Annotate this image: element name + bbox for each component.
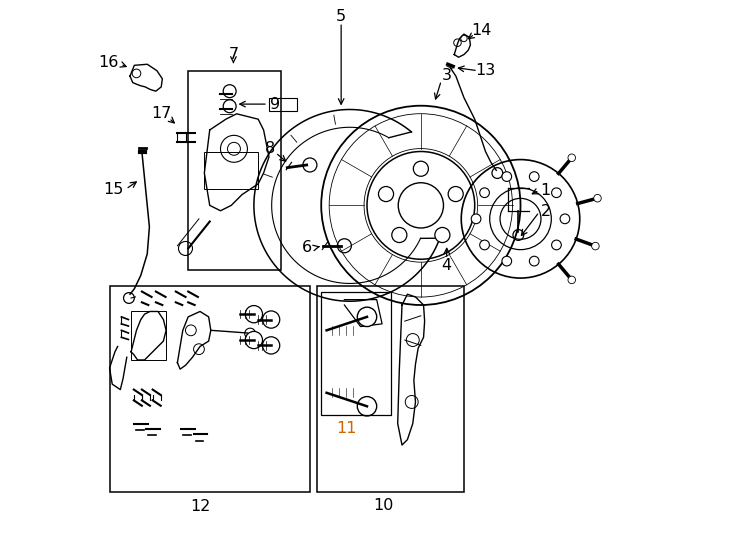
- Circle shape: [223, 100, 236, 113]
- Circle shape: [123, 293, 134, 303]
- Circle shape: [502, 172, 512, 181]
- Circle shape: [379, 186, 393, 201]
- Text: 7: 7: [228, 47, 239, 62]
- Text: 10: 10: [373, 498, 393, 514]
- Circle shape: [513, 230, 524, 240]
- Circle shape: [405, 395, 418, 408]
- Circle shape: [480, 240, 490, 250]
- Circle shape: [529, 256, 539, 266]
- Bar: [131, 312, 166, 360]
- Circle shape: [448, 186, 463, 201]
- Text: 17: 17: [151, 106, 172, 122]
- Circle shape: [132, 69, 141, 78]
- Circle shape: [592, 242, 599, 250]
- Circle shape: [357, 396, 377, 416]
- Bar: [109, 286, 310, 492]
- Circle shape: [480, 188, 490, 198]
- Circle shape: [263, 311, 280, 328]
- Circle shape: [263, 337, 280, 354]
- Bar: [188, 71, 281, 270]
- Circle shape: [492, 167, 503, 178]
- Text: 3: 3: [442, 68, 451, 83]
- Bar: [317, 286, 464, 492]
- Circle shape: [435, 227, 450, 242]
- Circle shape: [594, 194, 601, 202]
- Text: 2: 2: [541, 204, 551, 219]
- Text: 15: 15: [103, 181, 124, 197]
- Text: 5: 5: [336, 9, 346, 24]
- Circle shape: [471, 214, 481, 224]
- Bar: [204, 152, 258, 189]
- Circle shape: [552, 240, 562, 250]
- Text: 4: 4: [442, 258, 451, 273]
- Circle shape: [461, 35, 467, 42]
- Circle shape: [529, 172, 539, 181]
- Text: 13: 13: [476, 63, 495, 78]
- Text: 1: 1: [541, 183, 551, 198]
- Circle shape: [392, 227, 407, 242]
- Circle shape: [245, 332, 263, 349]
- Text: 8: 8: [265, 141, 275, 156]
- Text: 11: 11: [336, 421, 357, 436]
- Bar: [321, 292, 391, 415]
- Bar: [269, 98, 297, 111]
- Circle shape: [560, 214, 570, 224]
- Text: 14: 14: [471, 23, 491, 38]
- Circle shape: [568, 154, 575, 161]
- Circle shape: [454, 39, 461, 46]
- Circle shape: [244, 328, 255, 339]
- Circle shape: [413, 161, 429, 176]
- Circle shape: [338, 239, 352, 253]
- Text: 6: 6: [302, 240, 312, 255]
- Circle shape: [407, 334, 419, 347]
- Circle shape: [568, 276, 575, 284]
- Circle shape: [223, 85, 236, 98]
- Circle shape: [303, 158, 317, 172]
- Circle shape: [502, 256, 512, 266]
- Circle shape: [552, 188, 562, 198]
- Circle shape: [178, 241, 192, 255]
- Circle shape: [357, 307, 377, 327]
- Circle shape: [245, 306, 263, 323]
- Text: 12: 12: [190, 500, 210, 515]
- Circle shape: [186, 325, 196, 336]
- Circle shape: [194, 344, 204, 355]
- Text: 9: 9: [270, 97, 280, 112]
- Text: 16: 16: [98, 55, 119, 70]
